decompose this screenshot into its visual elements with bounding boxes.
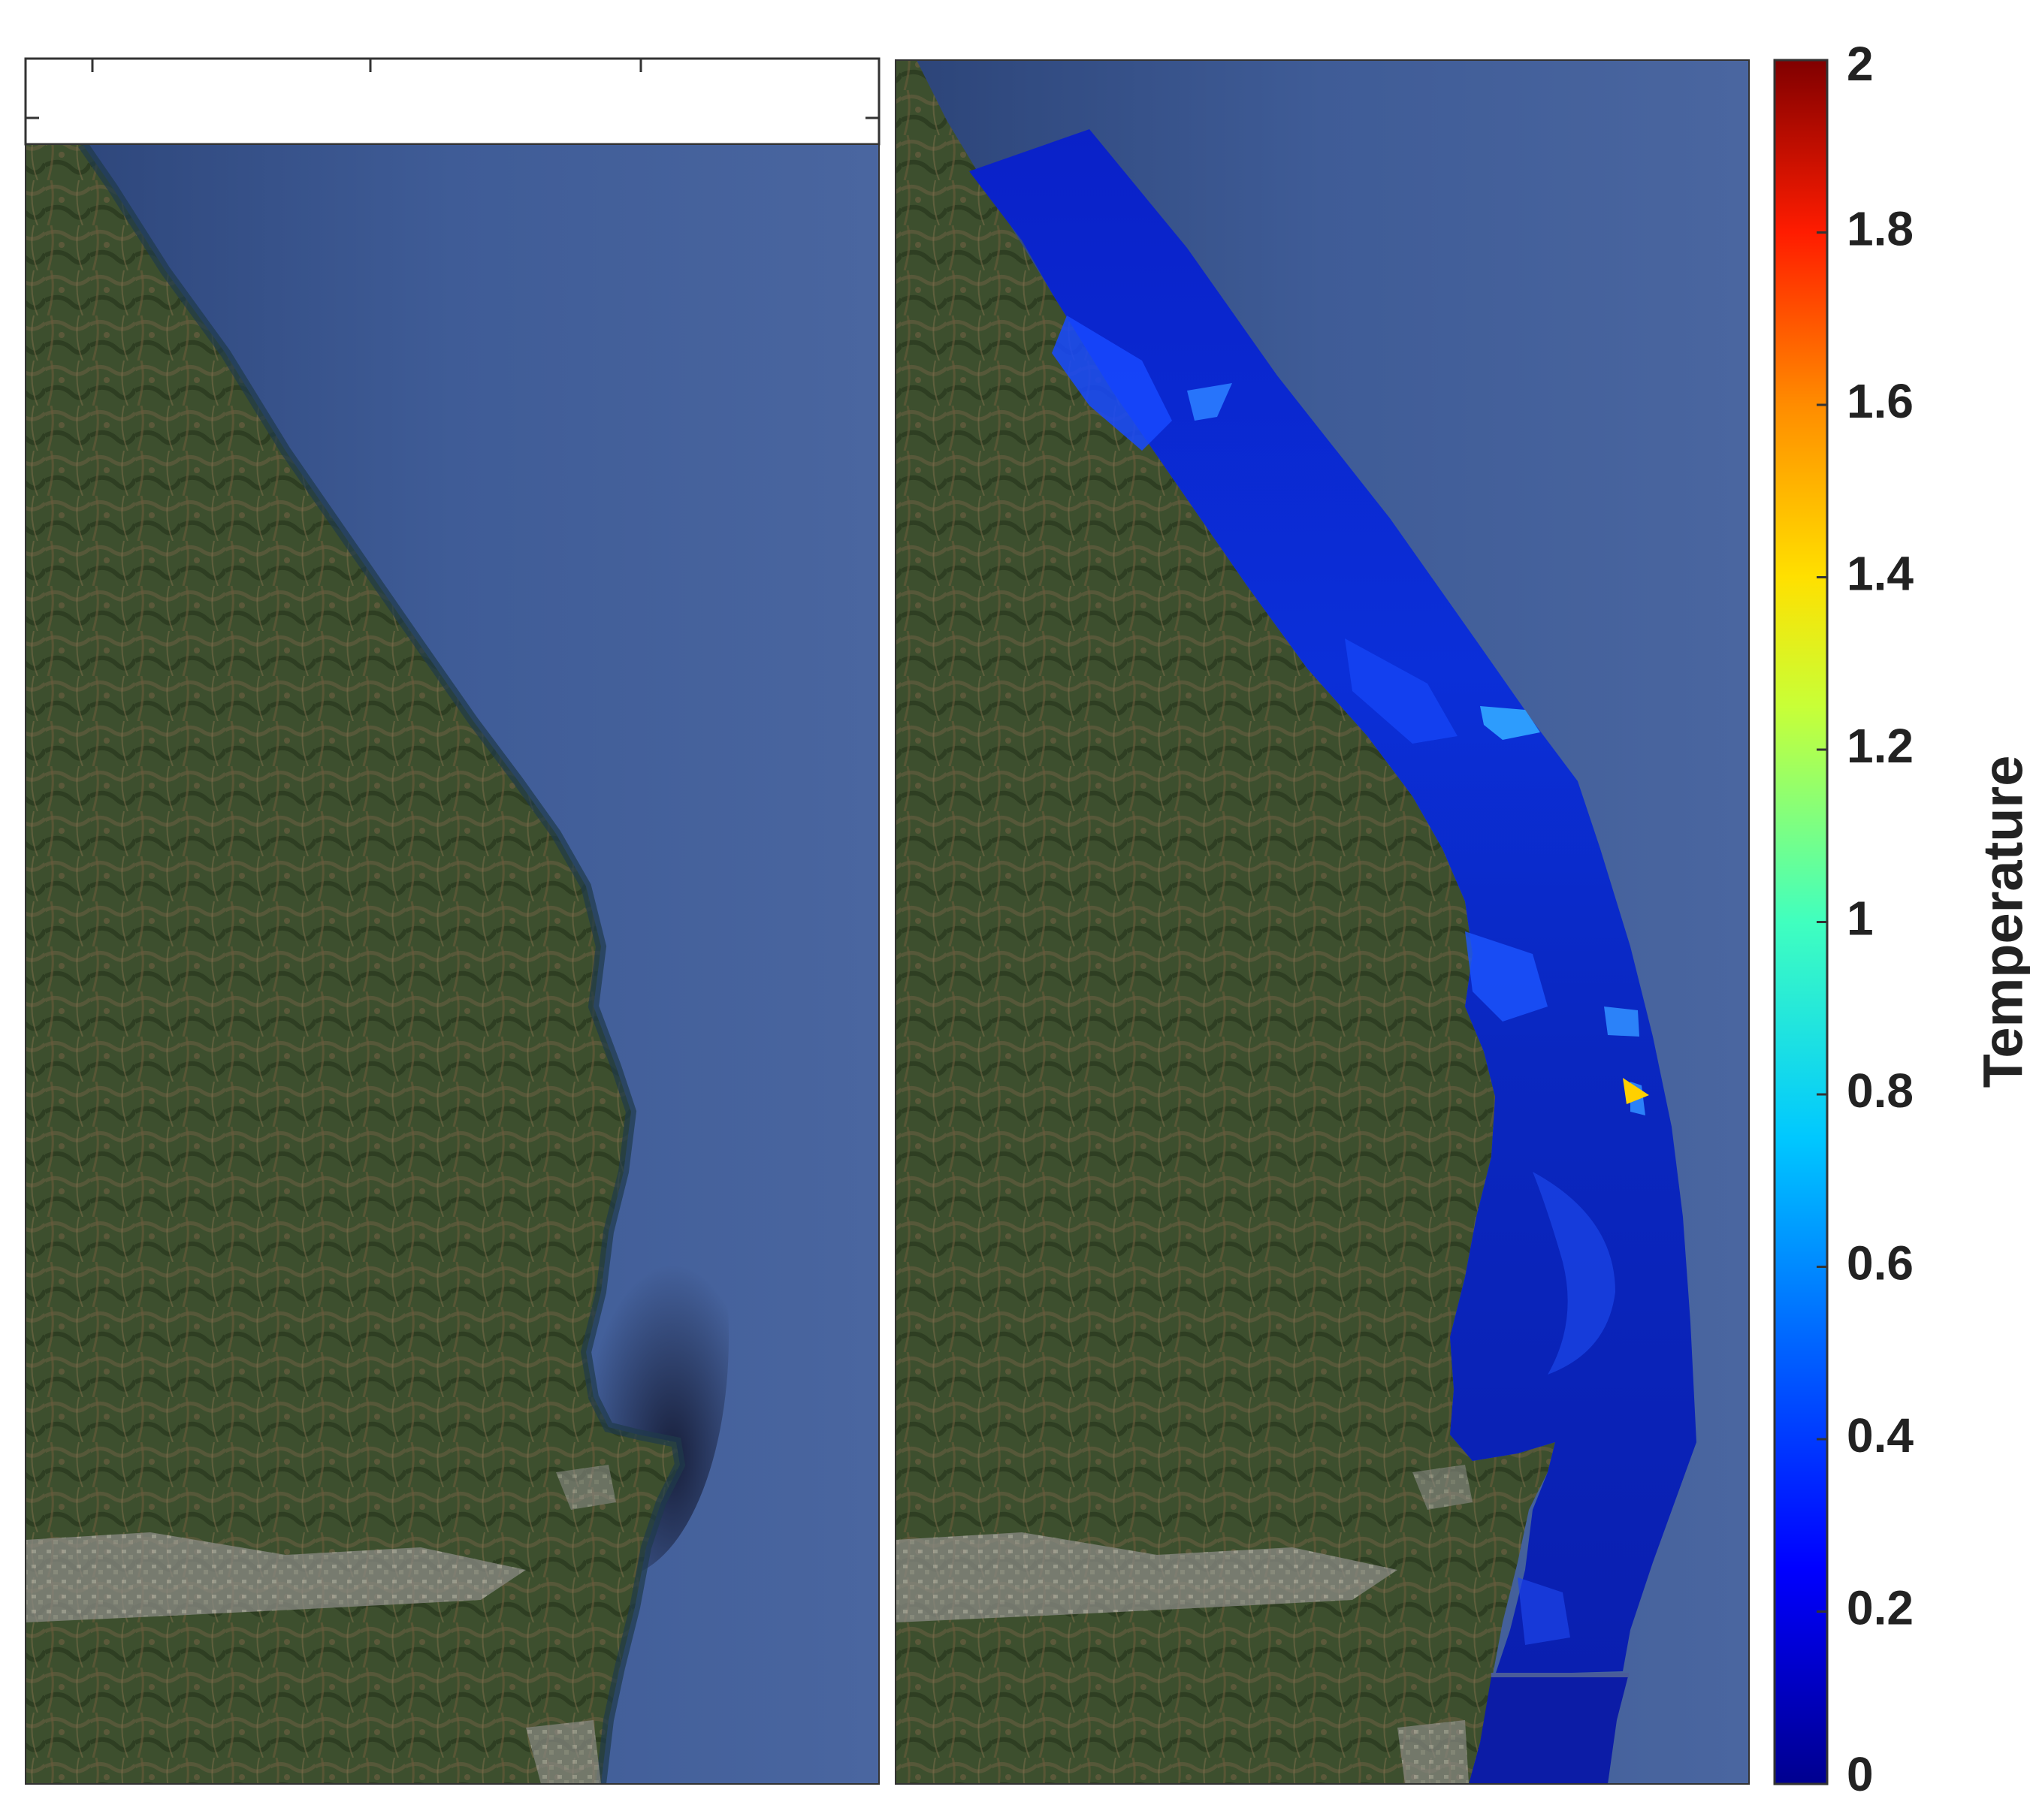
- colorbar-tick-label: 0: [1847, 1747, 1874, 1801]
- temperature-overlay-south: [1469, 1674, 1629, 1784]
- overlay-patch-north: [1052, 315, 1172, 451]
- overlay-patch-yellow: [1623, 1078, 1649, 1104]
- left-panel-frame: [25, 143, 880, 1785]
- temperature-overlay: [969, 129, 1696, 1675]
- colorbar-tick-label: 0.2: [1847, 1580, 1914, 1634]
- left-coast-shadow: [78, 144, 686, 1784]
- overlay-patch-blue: [1465, 931, 1548, 1022]
- colorbar-tick-label: 0.6: [1847, 1236, 1914, 1290]
- colorbar-tick-label: 1: [1847, 891, 1874, 945]
- right-urban-south: [1397, 1720, 1469, 1784]
- colorbar-tick-label: 0.8: [1847, 1064, 1914, 1118]
- colorbar-tick-label: 0.4: [1847, 1408, 1914, 1462]
- left-urban-cove: [556, 1465, 616, 1510]
- left-urban-south: [526, 1720, 601, 1784]
- right-land: [896, 60, 1555, 1784]
- right-urban-cove: [1412, 1465, 1473, 1510]
- right-urban-area: [896, 1532, 1397, 1622]
- colorbar-ticks: 0 0.2 0.4 0.6 0.8 1 1.2 1.4 1.6 1.8 2: [1817, 37, 1914, 1801]
- left-land: [26, 144, 680, 1784]
- left-map-panel: [24, 57, 881, 1785]
- colorbar-tick-label: 1.6: [1847, 374, 1914, 428]
- right-map-panel: [895, 59, 1750, 1785]
- colorbar-tick-label: 2: [1847, 37, 1874, 91]
- colorbar: 0 0.2 0.4 0.6 0.8 1 1.2 1.4 1.6 1.8 2 Temperature: [1773, 37, 2030, 1801]
- colorbar-tick-label: 1.2: [1847, 719, 1914, 773]
- overlay-patch-swirl: [1533, 1172, 1615, 1375]
- colorbar-tick-label: 1.8: [1847, 201, 1914, 255]
- colorbar-tick-label: 1.4: [1847, 546, 1914, 600]
- left-urban-area: [26, 1532, 526, 1622]
- overlay-patch-south: [1518, 1577, 1570, 1645]
- colorbar-title: Temperature: [1972, 756, 2030, 1088]
- overlay-patch-cyan-1: [1187, 383, 1232, 421]
- overlay-patch-cyan-3: [1604, 1007, 1639, 1037]
- left-top-strip: [24, 57, 881, 146]
- right-panel-frame: [895, 59, 1750, 1785]
- overlay-patch-mid: [1345, 638, 1458, 744]
- overlay-patch-cyan-2: [1480, 706, 1540, 740]
